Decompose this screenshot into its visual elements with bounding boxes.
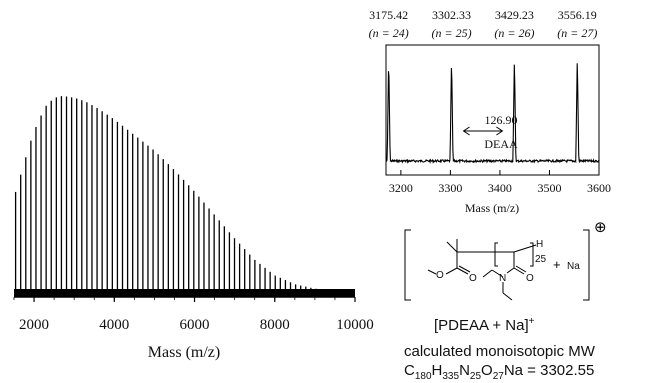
formula-c: C	[404, 362, 415, 379]
amide-oxygen-label: O	[526, 273, 534, 284]
formula-c-count: 180	[414, 371, 432, 382]
amide-carbonyl-2	[515, 265, 527, 273]
spacing-monomer-label: DEAA	[484, 137, 518, 151]
methyl-bond-1	[446, 241, 458, 253]
left-bracket	[404, 229, 411, 301]
structure-atom-labels: O O O N H 25 + Na ⊕	[436, 219, 607, 284]
charge-symbol: ⊕	[594, 219, 607, 236]
amide-nitrogen-label: N	[499, 273, 506, 284]
end-group-label: H	[536, 239, 543, 250]
zoom-x-ticks: 3200 3300 3400 3500 3600	[389, 170, 611, 195]
full-spectrum-peaks	[14, 96, 355, 297]
left-x-axis-title: Mass (m/z)	[148, 344, 220, 361]
formula-tail: Na = 3302.55	[503, 362, 595, 379]
formula-o: O	[481, 362, 493, 379]
sodium-label: Na	[567, 261, 580, 272]
amide-n-bond	[506, 267, 515, 274]
right-bracket	[583, 229, 590, 301]
ion-charge: +	[528, 316, 535, 327]
peak-mass-label-0: 3175.42	[369, 8, 408, 22]
peak-mass-label-1: 3302.33	[432, 8, 471, 22]
mw-description: calculated monoisotopic MW	[404, 343, 595, 360]
molecular-formula: C180H335N25O27Na = 3302.55	[404, 362, 594, 382]
zoom-tick-label-4: 3600	[587, 181, 611, 195]
zoom-x-axis-title: Mass (m/z)	[465, 201, 519, 215]
zoom-spectrum-trace	[385, 63, 600, 165]
left-tick-label-1: 4000	[99, 317, 129, 333]
repeat-bracket-left	[494, 242, 498, 267]
spacing-annotation: 126.90 DEAA	[462, 113, 518, 151]
spacing-arrowhead-left	[462, 126, 470, 136]
ion-label-text: [PDEAA + Na]	[434, 317, 529, 334]
zoom-tick-label-0: 3200	[389, 181, 413, 195]
left-tick-label-4: 10000	[336, 317, 374, 333]
ester-carbonyl-1	[456, 267, 469, 275]
ester-carbonyl-2	[458, 265, 471, 273]
peak-n-label-3: (n = 27)	[557, 26, 597, 40]
zoomed-mass-spectrum: 3200 3300 3400 3500 3600 3175.42 (n = 24) 3302…	[369, 8, 611, 215]
end-group-bond	[513, 244, 537, 253]
baseline-noise	[14, 289, 355, 297]
ethyl-1a	[491, 269, 504, 278]
pdeaa-structure	[404, 229, 590, 301]
peak-mass-label-2: 3429.23	[495, 8, 534, 22]
ester-oxygen-bond	[445, 267, 458, 275]
methoxy-bond	[427, 269, 437, 275]
left-x-ticks: 2000 4000 6000 8000 10000	[13, 297, 374, 333]
amide-carbonyl-1	[513, 267, 525, 275]
full-mass-spectrum: 2000 4000 6000 8000 10000 Mass (m/z)	[13, 96, 374, 361]
zoom-peak-labels: 3175.42 (n = 24) 3302.33 (n = 25) 3429.23 (n …	[369, 8, 598, 40]
formula-n-count: 25	[469, 371, 482, 382]
formula-o-count: 27	[492, 371, 504, 382]
formula-h-count: 335	[442, 371, 460, 382]
ethyl-2b	[502, 292, 513, 301]
zoom-tick-label-3: 3500	[537, 181, 561, 195]
ester-oxygen-label: O	[436, 270, 444, 281]
zoom-plot-frame	[385, 44, 600, 176]
left-tick-label-2: 6000	[180, 317, 210, 333]
repeat-subscript: 25	[535, 254, 547, 265]
zoom-tick-label-2: 3400	[488, 181, 512, 195]
zoom-tick-label-1: 3300	[438, 181, 462, 195]
left-tick-label-3: 8000	[260, 317, 290, 333]
peak-n-label-2: (n = 26)	[494, 26, 534, 40]
repeat-bracket-right	[530, 242, 534, 267]
carbonyl-oxygen-label: O	[469, 273, 477, 284]
formula-h: H	[431, 362, 443, 379]
peak-n-label-0: (n = 24)	[369, 26, 409, 40]
left-tick-label-0: 2000	[19, 317, 49, 333]
spacing-value: 126.90	[485, 113, 518, 127]
peak-mass-label-3: 3556.19	[558, 8, 597, 22]
ethyl-1b	[482, 269, 493, 278]
peak-n-label-1: (n = 25)	[432, 26, 472, 40]
ion-label: [PDEAA + Na]+	[434, 316, 534, 334]
spacing-arrowhead-right	[496, 126, 504, 136]
formula-n: N	[459, 362, 470, 379]
plus-sign: +	[553, 257, 561, 272]
